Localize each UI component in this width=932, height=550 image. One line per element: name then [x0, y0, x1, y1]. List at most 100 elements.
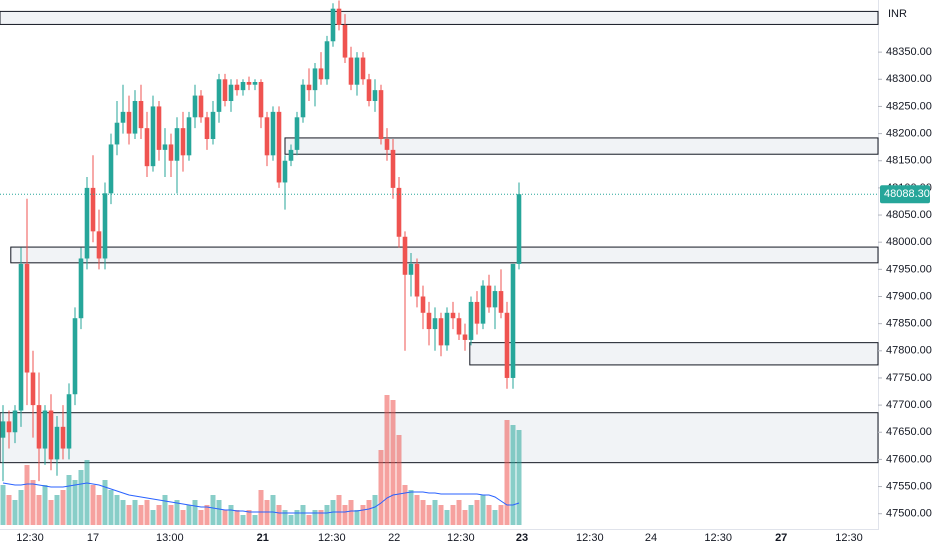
- candle-body: [366, 79, 372, 102]
- volume-bar: [480, 495, 486, 525]
- volume-bar: [114, 495, 120, 525]
- candle-body: [0, 421, 6, 438]
- candle-body: [120, 111, 126, 123]
- volume-bar: [336, 495, 342, 525]
- volume-bar: [138, 505, 144, 525]
- candle-body: [138, 101, 144, 129]
- volume-bar: [222, 510, 228, 525]
- volume-ma-line: [2, 482, 520, 514]
- volume-bar: [516, 430, 522, 525]
- x-tick-label: 24: [645, 532, 657, 544]
- volume-bar: [276, 505, 282, 525]
- volume-bar: [492, 510, 498, 525]
- x-tick-label: 12:30: [447, 532, 475, 544]
- x-tick-label: 23: [516, 532, 528, 544]
- volume-bar: [354, 510, 360, 525]
- x-tick-label: 17: [87, 532, 99, 544]
- volume-bar: [48, 500, 54, 525]
- volume-bar: [258, 490, 264, 525]
- candle-body: [432, 318, 438, 330]
- volume-bar: [150, 510, 156, 525]
- candle-body: [294, 117, 300, 150]
- candle-body: [198, 95, 204, 118]
- y-tick-label: 47600.00: [886, 453, 932, 465]
- volume-bar: [24, 465, 30, 525]
- volume-bar: [234, 510, 240, 525]
- candle-body: [270, 111, 276, 156]
- x-tick-label: 12:30: [16, 532, 44, 544]
- candle-body: [330, 8, 336, 42]
- volume-bar: [402, 485, 408, 525]
- candle-body: [282, 160, 288, 183]
- volume-bar: [378, 450, 384, 525]
- candle-body: [174, 128, 180, 161]
- volume-bar: [42, 485, 48, 525]
- volume-bar: [228, 505, 234, 525]
- volume-bar: [414, 495, 420, 525]
- volume-bar: [108, 490, 114, 525]
- volume-bar: [216, 500, 222, 525]
- volume-bar: [390, 400, 396, 525]
- candle-body: [492, 291, 498, 308]
- x-tick-label: 12:30: [318, 532, 346, 544]
- candle-body: [336, 8, 342, 25]
- candle-body: [360, 57, 366, 80]
- y-tick-label: 48300.00: [886, 73, 932, 85]
- volume-bar: [306, 515, 312, 525]
- volume-bar: [348, 500, 354, 525]
- currency-label: INR: [888, 8, 907, 20]
- candle-body: [384, 139, 390, 150]
- volume-bar: [426, 505, 432, 525]
- candle-body: [306, 84, 312, 91]
- candle-body: [6, 421, 12, 433]
- volume-bar: [126, 505, 132, 525]
- zone: [0, 412, 879, 464]
- y-tick-label: 48200.00: [886, 127, 932, 139]
- volume-bar: [162, 495, 168, 525]
- candle-body: [444, 312, 450, 346]
- volume-bar: [192, 500, 198, 525]
- volume-bar: [90, 485, 96, 525]
- volume-bar: [198, 510, 204, 525]
- candle-body: [276, 111, 282, 183]
- volume-bar: [180, 510, 186, 525]
- candle-body: [288, 149, 294, 161]
- candle-body: [168, 144, 174, 161]
- candle-body: [216, 79, 222, 112]
- candle-body: [264, 117, 270, 156]
- volume-bar: [510, 425, 516, 525]
- zone: [284, 137, 879, 155]
- volume-bar: [18, 490, 24, 525]
- candle-body: [504, 312, 510, 378]
- volume-bar: [498, 505, 504, 525]
- volume-bar: [96, 495, 102, 525]
- candle-body: [210, 111, 216, 140]
- volume-bar: [444, 510, 450, 525]
- candle-body: [66, 394, 72, 449]
- candle-body: [348, 57, 354, 85]
- candle-body: [132, 101, 138, 134]
- y-tick-label: 47650.00: [886, 426, 932, 438]
- volume-bar: [462, 510, 468, 525]
- last-price-box: [880, 185, 930, 204]
- candle-body: [96, 231, 102, 259]
- candle-body: [150, 106, 156, 167]
- candle-body: [498, 291, 504, 313]
- candle-body: [372, 90, 378, 102]
- last-price-label: 48088.30: [884, 188, 930, 200]
- volume-bar: [6, 495, 12, 525]
- volume-bar: [324, 505, 330, 525]
- volume-bar: [294, 510, 300, 525]
- volume-bar: [288, 515, 294, 525]
- volume-bar: [486, 505, 492, 525]
- y-tick-label: 47900.00: [886, 290, 932, 302]
- candle-body: [408, 263, 414, 275]
- candle-body: [258, 81, 264, 118]
- y-tick-label: 48250.00: [886, 100, 932, 112]
- volume-bar: [210, 495, 216, 525]
- volume-bar: [186, 505, 192, 525]
- candle-body: [114, 122, 120, 145]
- volume-bar: [474, 500, 480, 525]
- y-tick-label: 47500.00: [886, 508, 932, 520]
